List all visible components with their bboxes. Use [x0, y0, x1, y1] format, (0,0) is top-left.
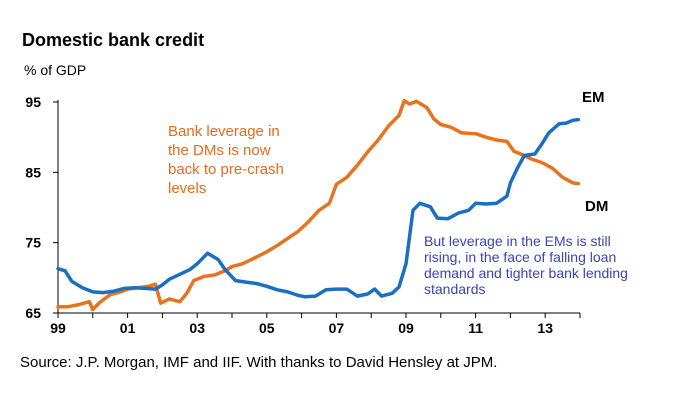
series-label-dm: DM [585, 198, 608, 215]
x-tick-label: 01 [120, 320, 136, 336]
y-axis-unit: % of GDP [24, 62, 87, 78]
x-tick-label: 09 [398, 320, 414, 336]
annotation-dm-line: Bank leverage in [168, 123, 280, 140]
annotation-dm-line: the DMs is now [168, 142, 271, 159]
annotation-em-line: rising, in the face of falling loan [424, 249, 616, 265]
chart-title: Domestic bank credit [22, 30, 205, 50]
annotation-dm-line: levels [168, 180, 206, 197]
y-tick-label: 85 [25, 164, 41, 180]
series-label-em: EM [582, 89, 605, 106]
series-line-em [56, 117, 581, 299]
annotation-em-line: But leverage in the EMs is still [424, 233, 611, 249]
annotation-dm-line: back to pre-crash [168, 161, 284, 178]
annotation-em-line: standards [424, 281, 485, 297]
x-tick-label: 03 [189, 320, 205, 336]
source-note: Source: J.P. Morgan, IMF and IIF. With t… [20, 354, 498, 371]
y-tick-label: 75 [25, 235, 41, 251]
annotation-em-line: demand and tighter bank lending [424, 265, 628, 281]
x-tick-label: 07 [329, 320, 345, 336]
x-tick-label: 11 [468, 320, 483, 336]
x-tick-label: 05 [259, 320, 275, 336]
x-tick-label: 13 [537, 320, 553, 336]
y-tick-label: 65 [25, 305, 41, 321]
x-tick-label: 99 [50, 320, 66, 336]
y-tick-label: 95 [25, 94, 41, 110]
